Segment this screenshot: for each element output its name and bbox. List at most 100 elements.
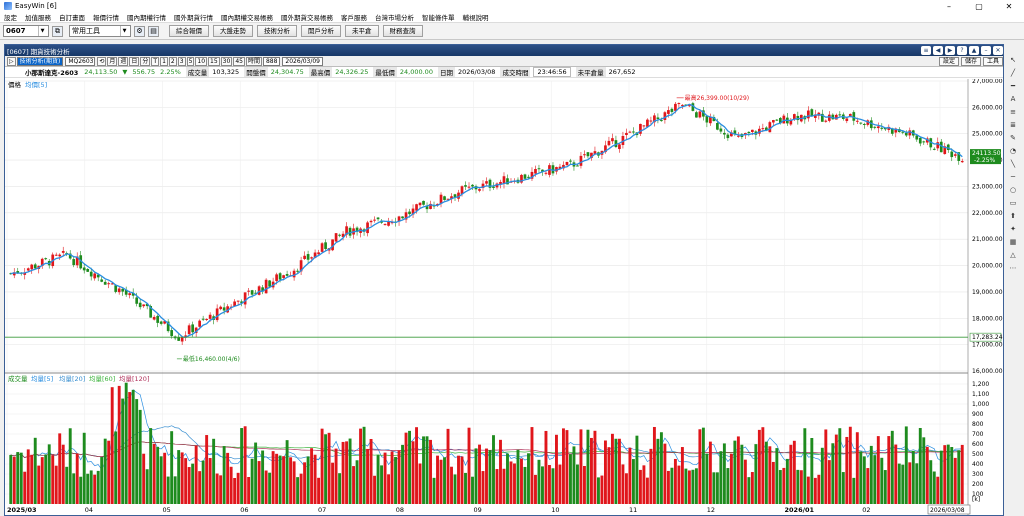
menu-item-quotes[interactable]: 報價行情 — [93, 14, 119, 22]
candlestick-chart[interactable]: 價格 均價[5] 成交量 均量[5] 均量[20] 均量[60] 均量[120]… — [5, 79, 1003, 515]
volume-bar — [506, 453, 509, 504]
pen-icon[interactable]: ✎ — [1010, 134, 1016, 142]
period-30-button[interactable]: 30 — [220, 56, 233, 66]
settings-button[interactable]: 設定 — [938, 56, 959, 66]
period-10-button[interactable]: 10 — [195, 56, 208, 66]
fibonacci-icon[interactable]: ≣ — [1010, 121, 1016, 129]
save-button[interactable]: 儲存 — [960, 56, 981, 66]
symbol-input[interactable]: MQ2603 — [65, 56, 96, 66]
menu-item-value-added[interactable]: 加值服務 — [25, 14, 51, 22]
period-time-button[interactable]: 時間 — [245, 56, 262, 66]
more-icon[interactable]: ⋯ — [1009, 264, 1017, 272]
maximize-button[interactable]: ▢ — [975, 1, 983, 11]
menu-item-settings[interactable]: 設定 — [4, 14, 17, 22]
window-icon[interactable]: ⧉ — [52, 25, 63, 37]
volume-bar — [142, 453, 146, 504]
candle-body — [642, 125, 646, 127]
prev-icon[interactable]: ◀ — [933, 46, 943, 55]
period-1-button[interactable]: 1 — [160, 56, 168, 66]
diagonal-icon[interactable]: ╲ — [1010, 160, 1016, 168]
period-5-button[interactable]: 5 — [186, 56, 195, 66]
account-analysis-button[interactable]: 開戶分析 — [301, 25, 341, 37]
menu-icon[interactable]: ≡ — [921, 46, 931, 55]
layout-icon[interactable]: ▤ — [148, 25, 159, 37]
date-input[interactable]: 2026/03/09 — [282, 56, 324, 66]
period-45-button[interactable]: 45 — [233, 56, 245, 66]
candle-body — [408, 211, 411, 215]
minimize-icon[interactable]: – — [981, 46, 991, 55]
tool-select[interactable]: 常用工具 ▼ — [69, 25, 131, 37]
candle-body — [922, 141, 926, 143]
volume-bar — [663, 443, 667, 504]
candle-body — [869, 120, 873, 129]
play-icon[interactable]: ▷ — [7, 56, 16, 66]
volume-bar — [614, 438, 618, 504]
rectangle-icon[interactable]: ▭ — [1009, 199, 1017, 207]
menu-item-tw-market[interactable]: 台灣市場分析 — [375, 14, 414, 22]
trendline-icon[interactable]: ╱ — [1010, 69, 1016, 77]
pie-icon[interactable]: ◔ — [1009, 147, 1017, 155]
grid-icon[interactable]: ▦ — [1009, 238, 1017, 246]
volume-bar — [680, 447, 684, 504]
circle-icon[interactable]: ○ — [1009, 186, 1017, 194]
period-day-button[interactable]: 日 — [129, 56, 140, 66]
period-3-button[interactable]: 3 — [177, 56, 186, 66]
menu-item-domestic-trading[interactable]: 國內期權交易帳務 — [221, 14, 273, 22]
menu-item-foreign-futures[interactable]: 國外期貨行情 — [174, 14, 213, 22]
open-interest-button[interactable]: 未平倉 — [345, 25, 379, 37]
text-icon[interactable]: A — [1010, 95, 1016, 103]
hline-icon[interactable]: ━ — [1010, 82, 1016, 90]
period-15-button[interactable]: 15 — [208, 56, 220, 66]
period-tick-button[interactable]: T — [151, 56, 160, 66]
candle-body — [761, 128, 765, 130]
chart-window-titlebar: [0607] 期貨技術分析 ≡ ◀ ▶ ? ▲ – ✕ — [5, 45, 1003, 56]
candle-body — [831, 114, 835, 120]
market-trend-button[interactable]: 大盤走勢 — [213, 25, 253, 37]
volume-bar — [628, 447, 632, 504]
triangle-icon[interactable]: △ — [1010, 251, 1016, 259]
close-button[interactable]: ✕ — [1005, 1, 1013, 11]
financial-query-button[interactable]: 財務查詢 — [382, 25, 423, 37]
menu-item-help[interactable]: 輔視說明 — [462, 14, 489, 22]
analysis-mode-select[interactable]: 技術分析(期貨) — [16, 56, 64, 66]
period-week-button[interactable]: 週 — [118, 56, 129, 66]
pin-icon[interactable]: ▲ — [969, 46, 979, 55]
high-annotation: 最高26,399.00(10/29) — [685, 94, 750, 102]
parallel-lines-icon[interactable]: ≡ — [1010, 108, 1016, 116]
pointer-icon[interactable]: ↖ — [1010, 56, 1016, 64]
technical-analysis-button[interactable]: 技術分析 — [257, 25, 297, 37]
close-icon[interactable]: ✕ — [993, 46, 1003, 55]
candle-body — [446, 198, 450, 200]
period-month-button[interactable]: 月 — [107, 56, 118, 66]
minimize-button[interactable]: – — [947, 1, 951, 11]
candle-body — [855, 120, 859, 122]
candle-body — [792, 114, 796, 120]
candle-body — [534, 168, 537, 174]
period-2-button[interactable]: 2 — [168, 56, 177, 66]
period-minute-button[interactable]: 分 — [140, 56, 151, 66]
bar-count-input[interactable]: 888 — [262, 56, 281, 66]
quote-summary-button[interactable]: 綜合報價 — [169, 25, 209, 37]
price-tick-label: 16,000.00 — [972, 368, 1003, 375]
candle-body — [107, 283, 111, 285]
menu-item-foreign-trading[interactable]: 國外期貨交易帳務 — [281, 14, 333, 22]
menu-item-domestic-options[interactable]: 國內期權行情 — [127, 14, 166, 22]
arrow-icon[interactable]: ⬆ — [1010, 212, 1016, 220]
volume-bar — [429, 439, 432, 504]
menu-item-smart-orders[interactable]: 智能條件單 — [422, 14, 455, 22]
help-icon[interactable]: ? — [957, 46, 967, 55]
candle-body — [544, 172, 548, 174]
gear-icon[interactable]: ⚙ — [134, 25, 145, 37]
menu-item-customer-service[interactable]: 客戶服務 — [341, 14, 367, 22]
code-select[interactable]: 0607 ▼ — [3, 25, 49, 37]
menu-item-custom-screen[interactable]: 自訂畫面 — [59, 14, 85, 22]
next-icon[interactable]: ▶ — [945, 46, 955, 55]
volume-bar — [135, 399, 139, 504]
star-icon[interactable]: ✦ — [1010, 225, 1016, 233]
tools-button[interactable]: 工具 — [982, 56, 1003, 66]
refresh-icon[interactable]: ⟲ — [97, 56, 107, 66]
horizontal-ray-icon[interactable]: ─ — [1010, 173, 1016, 181]
volume-bar — [61, 444, 65, 504]
price-tick-label: 19,000.00 — [972, 289, 1003, 296]
candle-body — [247, 290, 250, 292]
